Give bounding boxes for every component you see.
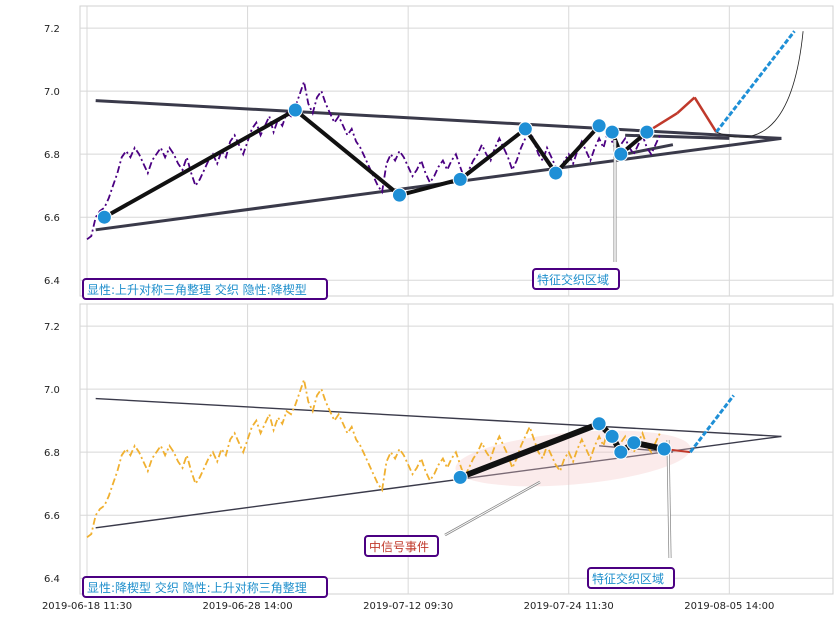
bottom-pivot-point [656,441,672,457]
top-forecast-red-segment [693,96,718,133]
top-y-tick-label: 6.6 [44,213,60,224]
bottom-pivot-point [613,444,629,460]
bottom-y-tick-label: 6.6 [44,511,60,522]
top-zone-label: 特征交织区域 [532,268,620,290]
top-pivot-point [548,165,564,181]
top-pivot-point [517,121,533,137]
bottom-zone-label: 特征交织区域 [587,567,675,589]
bottom-y-tick-label: 6.8 [44,448,60,459]
bottom-pivot-point [591,416,607,432]
bottom-zone-label-text: 特征交织区域 [592,571,664,586]
bottom-y-tick-label: 7.2 [44,322,60,333]
x-tick-label: 2019-08-05 14:00 [684,601,774,612]
top-pivot-point [452,171,468,187]
top-y-tick-label: 6.8 [44,150,60,161]
top-pattern-line [95,99,782,140]
top-pivot-point [604,124,620,140]
top-zigzag-segment [523,126,558,176]
bottom-pattern-line [95,397,782,438]
top-pivot-point [613,146,629,162]
bottom-pivot-point [604,428,620,444]
bottom-y-tick-label: 7.0 [44,385,60,396]
event-arrow-inner [444,481,541,536]
bottom-y-ticks: 6.4 6.6 6.8 7.0 7.2 [44,322,60,585]
bottom-zone-label-box [587,567,675,589]
bottom-pattern-label-text: 显性:降楔型 交织 隐性:上升对称三角整理 [87,580,307,595]
bottom-panel: 6.4 6.6 6.8 7.0 7.2 显性:降楔型 交织 隐性:上升对称三角整理 特征… [44,303,834,598]
top-forecast-blue-segment [715,30,796,134]
bottom-zigzag-segment [457,420,603,481]
top-marks [86,30,804,262]
event-label-box [364,535,439,557]
top-zigzag-segment [102,108,298,220]
bottom-price-line [86,376,661,539]
bottom-marks [86,376,782,559]
x-tick-label: 2019-07-24 11:30 [524,601,614,612]
top-zone-label-box [532,268,620,290]
x-axis-ticks: 2019-06-18 11:30 2019-06-28 14:00 2019-07-… [42,601,774,612]
top-price-line [86,78,661,241]
bottom-pattern-label: 显性:降楔型 交织 隐性:上升对称三角整理 [82,576,328,598]
top-zone-label-text: 特征交织区域 [537,272,609,287]
top-y-tick-label: 7.0 [44,87,60,98]
x-tick-label: 2019-06-28 14:00 [203,601,293,612]
bottom-plot-area [79,303,834,595]
top-y-ticks: 6.4 6.6 6.8 7.0 7.2 [44,24,60,287]
top-panel: 6.4 6.6 6.8 7.0 7.2 显性:上升对称三角整理 交织 隐性:降楔型 特征… [44,5,834,300]
top-y-tick-label: 7.2 [44,24,60,35]
bottom-pattern-label-box [82,576,328,598]
top-pivot-point [96,209,112,225]
top-plot-area [79,5,834,297]
top-pattern-label: 显性:上升对称三角整理 交织 隐性:降楔型 [82,278,328,300]
top-pivot-point [391,187,407,203]
top-zigzag-segment [458,126,528,182]
top-pivot-point [287,102,303,118]
top-zigzag-segment [293,108,402,198]
bottom-forecast-blue-segment [689,394,735,454]
top-forecast-curve [716,31,804,138]
top-pattern-label-text: 显性:上升对称三角整理 交织 隐性:降楔型 [87,282,307,297]
top-zigzag-segment [397,177,463,198]
bottom-y-tick-label: 6.4 [44,574,60,585]
top-zigzag-segment [553,123,602,176]
event-label-text: 中信号事件 [369,539,429,554]
bottom-pivot-point [452,469,468,485]
top-forecast-red-segment [676,96,696,115]
x-tick-label: 2019-07-12 09:30 [363,601,453,612]
top-pivot-point [591,118,607,134]
x-tick-label: 2019-06-18 11:30 [42,601,132,612]
bottom-pivot-point [626,435,642,451]
top-pivot-point [639,124,655,140]
bottom-zone-arrow-inner [667,439,671,559]
event-label: 中信号事件 [364,535,439,557]
top-y-tick-label: 6.4 [44,276,60,287]
top-pattern-label-box [82,278,328,300]
